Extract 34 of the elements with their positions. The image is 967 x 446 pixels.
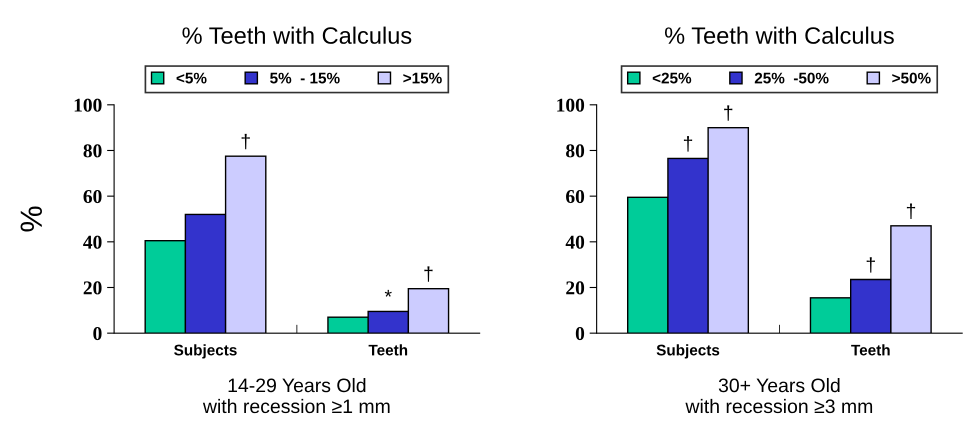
x-tick-label: Teeth bbox=[851, 344, 890, 356]
chart-title: % Teeth with Calculus bbox=[664, 26, 894, 44]
x-tick-label: Subjects bbox=[656, 344, 720, 359]
data-label: † bbox=[684, 136, 692, 152]
y-tick-label: 20 bbox=[566, 281, 584, 294]
y-tick-label: 0 bbox=[93, 326, 102, 340]
y-tick-label: 100 bbox=[74, 98, 102, 112]
y-axis-title: % bbox=[20, 206, 42, 232]
data-label: † bbox=[906, 204, 916, 219]
x-tick-label: Subjects bbox=[174, 344, 237, 359]
data-label: † bbox=[424, 266, 433, 282]
y-tick-label: 60 bbox=[566, 190, 584, 204]
data-label: * bbox=[384, 290, 392, 297]
legend-label: <5% bbox=[176, 72, 207, 84]
x-axis-title: 30+ Years Old with recession ≥3 mm bbox=[685, 378, 872, 414]
y-tick-label: 0 bbox=[576, 326, 584, 340]
legend-label: 25% -50% bbox=[754, 72, 829, 84]
y-tick-label: 80 bbox=[84, 144, 102, 158]
legend-label: <25% bbox=[652, 72, 692, 84]
data-label: † bbox=[242, 134, 250, 150]
y-tick-label: 40 bbox=[566, 236, 584, 249]
legend-label: >50% bbox=[892, 72, 931, 84]
y-tick-label: 80 bbox=[566, 144, 584, 158]
x-tick-label: Teeth bbox=[368, 344, 408, 356]
y-tick-label: 100 bbox=[557, 98, 584, 112]
legend-label: >15% bbox=[403, 72, 442, 84]
x-axis-title: 14-29 Years Old with recession ≥1 mm bbox=[202, 378, 390, 414]
legend-label: 5% - 15% bbox=[270, 72, 340, 84]
y-tick-label: 40 bbox=[83, 236, 102, 249]
chart-title: % Teeth with Calculus bbox=[182, 26, 412, 44]
y-tick-label: 60 bbox=[84, 190, 102, 204]
data-label: † bbox=[724, 105, 732, 121]
y-tick-label: 20 bbox=[84, 281, 102, 294]
data-label: † bbox=[866, 257, 875, 273]
